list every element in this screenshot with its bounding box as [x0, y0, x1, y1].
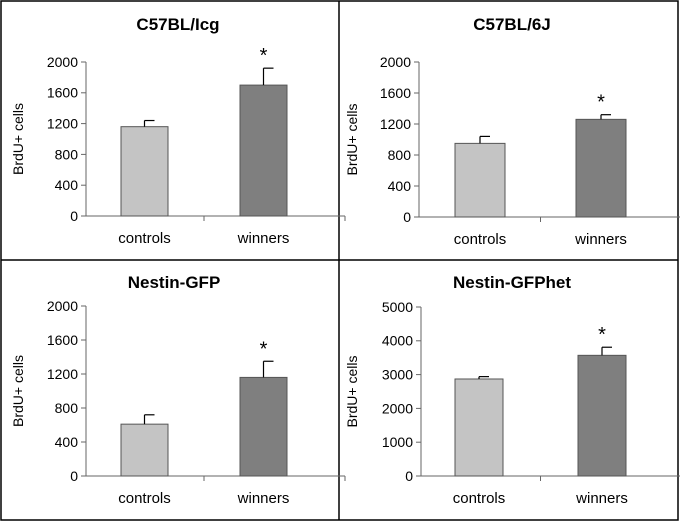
y-axis-label: BrdU+ cells: [10, 355, 26, 427]
y-tick-label: 1200: [380, 116, 411, 132]
y-tick-label: 1200: [47, 366, 78, 382]
bar-winners: [239, 84, 288, 217]
chart-panel-4: Nestin-GFPhet BrdU+ cells 0 1000 2000 3000 400…: [344, 273, 680, 507]
x-category-label: winners: [574, 231, 627, 248]
x-category-label: winners: [575, 490, 628, 507]
y-tick-label: 1200: [47, 116, 78, 132]
bar-winners: [239, 376, 288, 477]
chart-panel-2: C57BL/6J BrdU+ cells 0 400 800 1200 1600 2000 co…: [344, 15, 680, 248]
y-tick-label: 0: [70, 208, 78, 224]
chart-panel-1: C57BL/Icg BrdU+ cells 0 400 800 1200 1600 2000 c…: [10, 15, 346, 247]
significance-marker: *: [597, 92, 605, 114]
y-tick-label: 800: [388, 147, 412, 163]
x-category-label: controls: [454, 231, 507, 248]
y-axis-label: BrdU+ cells: [344, 356, 360, 428]
x-category-label: controls: [453, 490, 506, 507]
bar-controls: [120, 126, 169, 217]
y-tick-label: 1600: [47, 85, 78, 101]
x-category-label: controls: [118, 490, 171, 507]
bar-controls: [454, 378, 504, 477]
chart-title: Nestin-GFPhet: [453, 273, 571, 292]
y-tick-label: 2000: [47, 54, 78, 70]
y-tick-label: 800: [55, 146, 79, 162]
y-tick-label: 4000: [382, 333, 413, 349]
y-tick-label: 800: [55, 400, 79, 416]
y-tick-label: 2000: [47, 298, 78, 314]
y-tick-label: 2000: [380, 54, 411, 70]
chart-title: C57BL/Icg: [136, 15, 219, 34]
x-category-label: controls: [118, 230, 171, 247]
y-tick-label: 400: [55, 177, 79, 193]
significance-marker: *: [598, 324, 606, 346]
chart-title: C57BL/6J: [473, 15, 550, 34]
y-tick-label: 5000: [382, 299, 413, 315]
y-tick-label: 0: [403, 209, 411, 225]
x-category-label: winners: [237, 230, 290, 247]
y-axis-label: BrdU+ cells: [344, 104, 360, 176]
chart-title: Nestin-GFP: [128, 273, 221, 292]
bar-controls: [120, 423, 169, 477]
bar-winners: [577, 354, 627, 477]
significance-marker: *: [260, 45, 268, 67]
bar-winners: [575, 118, 627, 218]
y-tick-label: 400: [388, 178, 412, 194]
y-tick-label: 0: [70, 468, 78, 484]
y-tick-label: 1000: [382, 434, 413, 450]
chart-panel-3: Nestin-GFP BrdU+ cells 0 400 800 1200 1600 2000…: [10, 273, 346, 507]
bar-controls: [454, 142, 506, 218]
y-tick-label: 400: [55, 434, 79, 450]
y-tick-label: 1600: [380, 85, 411, 101]
y-tick-label: 3000: [382, 367, 413, 383]
y-axis-label: BrdU+ cells: [10, 103, 26, 175]
x-category-label: winners: [237, 490, 290, 507]
y-tick-label: 0: [405, 468, 413, 484]
y-tick-label: 2000: [382, 400, 413, 416]
y-tick-label: 1600: [47, 332, 78, 348]
significance-marker: *: [260, 338, 268, 360]
